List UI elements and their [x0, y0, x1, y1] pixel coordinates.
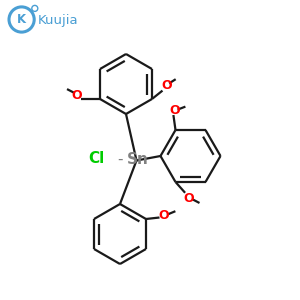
Text: Cl: Cl — [88, 151, 104, 166]
Text: O: O — [183, 192, 194, 205]
Text: O: O — [169, 104, 180, 117]
Text: O: O — [159, 208, 169, 222]
Text: O: O — [161, 79, 172, 92]
Text: -: - — [117, 152, 123, 167]
Text: Sn: Sn — [127, 152, 149, 166]
Text: K: K — [17, 13, 26, 26]
Text: Kuujia: Kuujia — [38, 14, 79, 27]
Text: O: O — [72, 88, 82, 102]
